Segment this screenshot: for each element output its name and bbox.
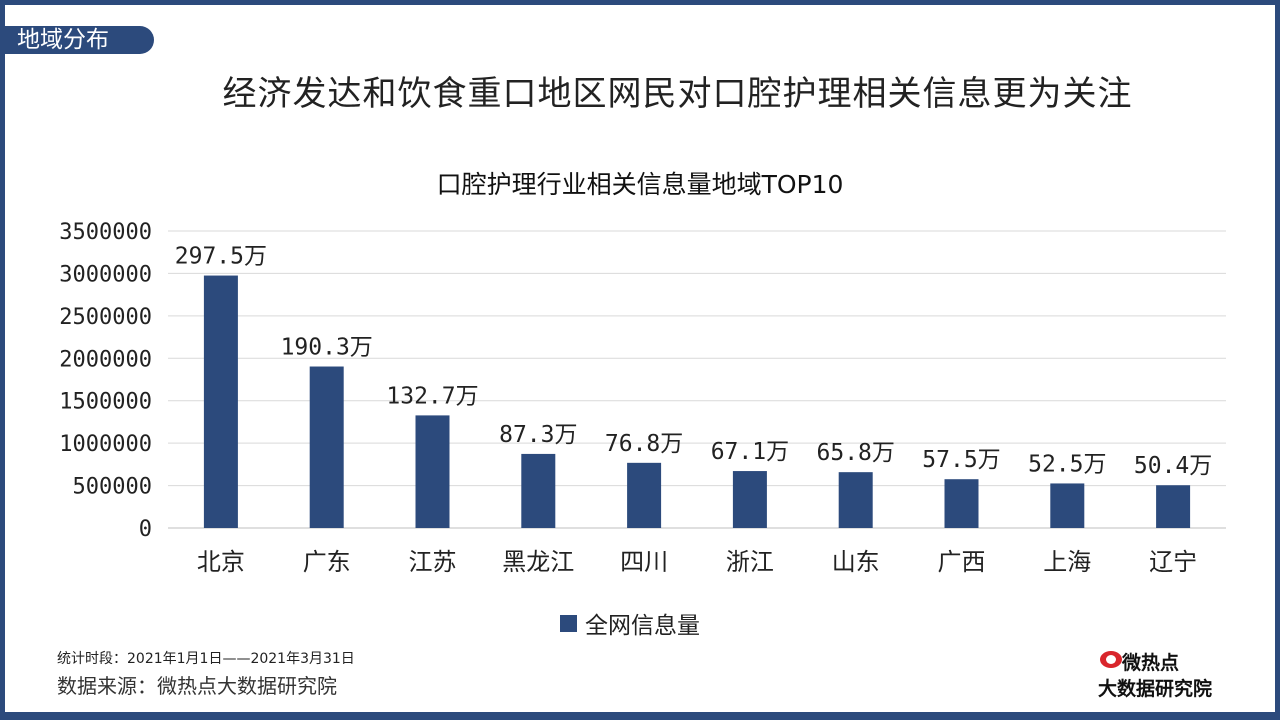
data-label: 190.3万 [281, 335, 373, 361]
bar [944, 479, 979, 528]
x-tick-label: 黑龙江 [502, 548, 574, 576]
data-label: 57.5万 [922, 447, 1000, 473]
x-tick-label: 浙江 [726, 548, 774, 576]
x-tick-label: 广西 [938, 548, 986, 576]
data-label: 87.3万 [499, 422, 577, 448]
bar [415, 415, 450, 528]
chart-legend: 全网信息量 [560, 606, 700, 640]
bar [521, 453, 556, 528]
bar-chart: 0 500000 1000000 1500000 2000000 2500000 30000… [59, 220, 1226, 576]
legend-swatch [560, 614, 577, 632]
data-label: 50.4万 [1134, 453, 1212, 479]
y-tick-label: 3000000 [59, 262, 152, 287]
bar [732, 471, 767, 528]
x-tick-label: 四川 [620, 548, 668, 576]
data-label: 67.1万 [711, 439, 789, 465]
x-tick-label: 北京 [197, 548, 245, 576]
y-tick-label: 2500000 [59, 305, 152, 330]
stat-period-note: 统计时段：2021年1月1日——2021年3月31日 [57, 651, 355, 667]
bar [203, 275, 238, 528]
data-source-note: 数据来源：微热点大数据研究院 [57, 674, 337, 698]
data-label: 52.5万 [1028, 451, 1106, 477]
x-tick-label: 江苏 [409, 548, 457, 576]
logo-top-text: 微热点 [1122, 652, 1180, 674]
data-label: 132.7万 [386, 383, 478, 409]
x-tick-label: 广东 [303, 548, 351, 576]
bar [309, 366, 344, 528]
bar [1156, 485, 1191, 528]
section-tag: 地域分布 [5, 26, 154, 54]
bar [627, 462, 662, 528]
data-label: 297.5万 [175, 244, 267, 270]
x-tick-label: 山东 [832, 548, 880, 576]
data-label: 65.8万 [817, 440, 895, 466]
y-tick-label: 2000000 [59, 347, 152, 372]
y-tick-label: 3500000 [59, 220, 152, 245]
x-tick-label: 辽宁 [1149, 548, 1197, 576]
y-tick-label: 0 [139, 517, 152, 542]
legend-label: 全网信息量 [585, 613, 700, 639]
bar [838, 472, 873, 528]
y-tick-label: 1000000 [59, 432, 152, 457]
eye-icon [1100, 651, 1122, 668]
weiredian-logo: 微热点 大数据研究院 [1098, 648, 1238, 700]
x-tick-label: 上海 [1043, 548, 1091, 576]
y-tick-label: 500000 [73, 475, 152, 500]
chart-title: 口腔护理行业相关信息量地域TOP10 [436, 170, 844, 199]
bar [1050, 483, 1085, 528]
y-tick-label: 1500000 [59, 390, 152, 415]
slide-headline: 经济发达和饮食重口地区网民对口腔护理相关信息更为关注 [222, 74, 1133, 114]
logo-bottom-text: 大数据研究院 [1098, 678, 1213, 700]
data-label: 76.8万 [605, 431, 683, 457]
